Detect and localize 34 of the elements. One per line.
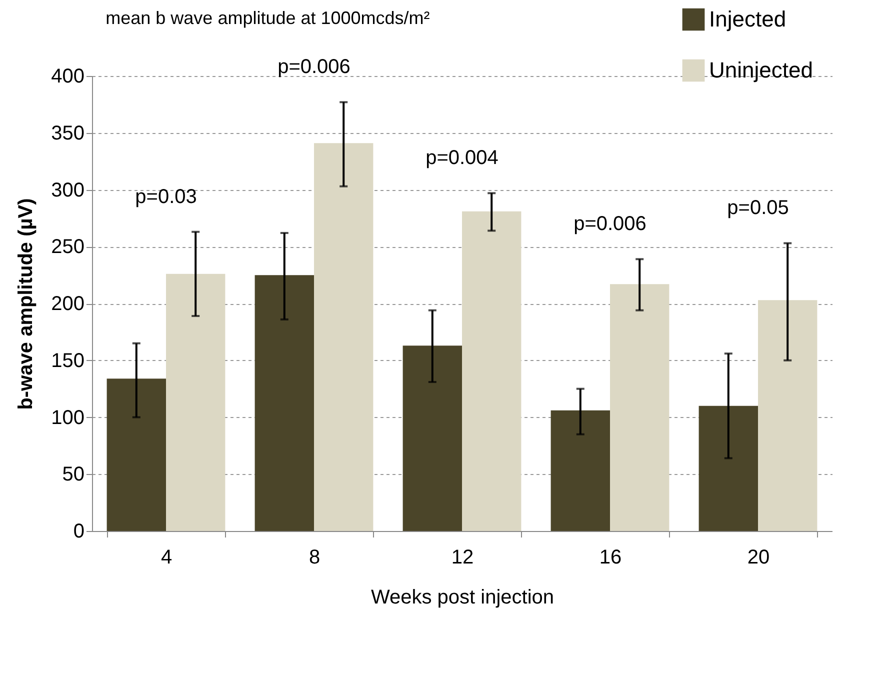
bar <box>254 275 314 531</box>
y-tick-label: 300 <box>51 179 84 202</box>
x-tick-label: 16 <box>599 546 622 568</box>
annotation: p=0.03 <box>135 186 197 208</box>
y-tick-label: 250 <box>51 236 84 258</box>
y-tick-label: 200 <box>51 293 84 315</box>
bar <box>166 274 226 531</box>
chart-title: mean b wave amplitude at 1000mcds/m² <box>106 8 430 28</box>
y-axis-title: b-wave amplitude (µV) <box>15 198 38 410</box>
bar <box>402 346 462 531</box>
annotation: p=0.004 <box>426 147 498 170</box>
annotation: p=0.05 <box>727 197 789 220</box>
x-tick-label: 20 <box>747 546 770 568</box>
bar <box>314 143 374 531</box>
bar <box>758 300 818 531</box>
x-axis-title: Weeks post injection <box>370 586 554 608</box>
annotation: p=0.006 <box>278 56 350 78</box>
y-tick-label: 100 <box>51 406 84 429</box>
legend-label: Injected <box>709 6 786 32</box>
annotation: p=0.006 <box>574 213 646 236</box>
y-tick-label: 400 <box>51 66 84 88</box>
y-tick-label: 0 <box>73 520 84 542</box>
y-tick-label: 350 <box>51 122 84 144</box>
legend-label: Uninjected <box>709 58 813 82</box>
x-tick-label: 8 <box>308 546 320 568</box>
bar <box>550 410 610 531</box>
x-tick-label: 12 <box>451 546 474 568</box>
bar <box>610 284 670 531</box>
bar <box>462 211 522 531</box>
y-tick-label: 50 <box>62 464 84 486</box>
y-tick-label: 150 <box>51 350 84 372</box>
bar <box>698 406 758 531</box>
x-tick-label: 4 <box>160 546 172 568</box>
bar <box>106 378 166 531</box>
